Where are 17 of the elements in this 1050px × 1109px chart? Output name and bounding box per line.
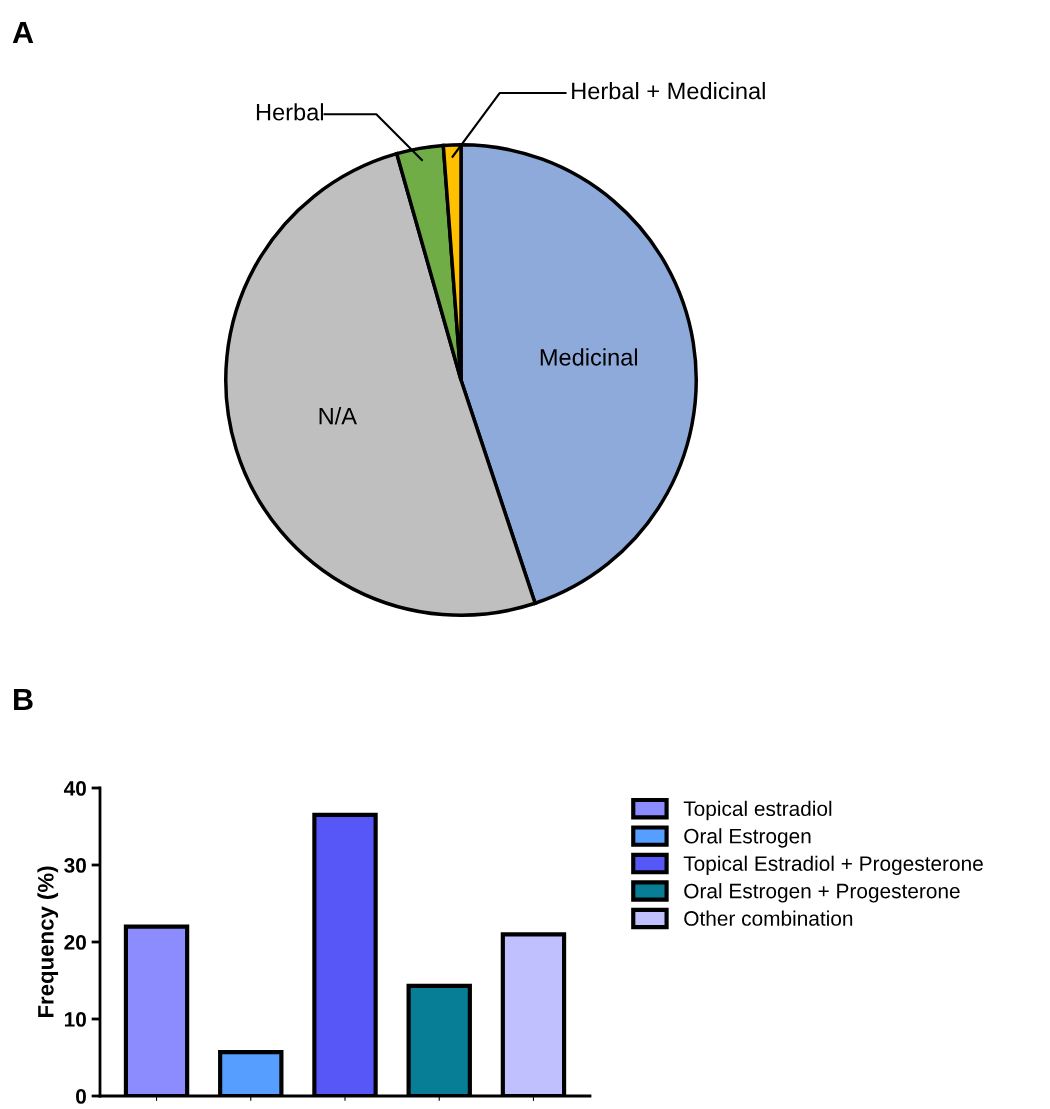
y-tick-label: 40 (63, 781, 86, 796)
legend-label: Topical estradiol (683, 800, 832, 821)
text: B (14, 688, 33, 710)
legend-label: Topical Estradiol + Progesterone (683, 855, 983, 876)
text: A (12, 21, 34, 43)
y-tick-label: 10 (64, 1012, 86, 1027)
slice-label: Medicinal (540, 348, 638, 366)
legend-label: Oral Estrogen (684, 828, 811, 848)
y-tick-label: 30 (64, 858, 86, 873)
legend-label: Other combination (684, 910, 853, 926)
slice-label: Herbal + Medicinal (572, 82, 765, 100)
slice-label: Herbal (256, 103, 323, 121)
legend-label: Oral Estrogen + Progesterone (684, 883, 960, 903)
y-axis-title: Frequency (%) (37, 866, 59, 1018)
y-tick-label: 0 (76, 1089, 86, 1104)
slice-label: N/A (319, 407, 357, 425)
y-tick-label: 20 (64, 935, 86, 950)
